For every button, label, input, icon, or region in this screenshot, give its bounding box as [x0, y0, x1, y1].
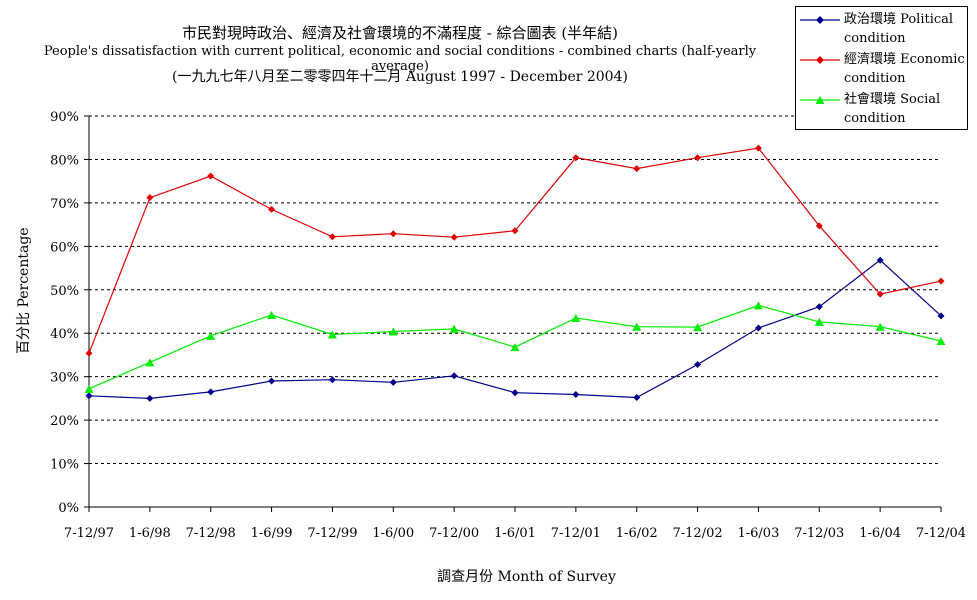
x-tick-labels: 7-12/97 1-6/98 7-12/98 1-6/99 7-12/99 1-6/00 7…: [64, 526, 966, 541]
data-point-social: [206, 331, 216, 340]
data-point-social: [145, 358, 155, 367]
legend-label-social: 社會環境 Social condition: [844, 92, 941, 126]
data-point-social: [571, 314, 581, 323]
legend-item-economic: 經濟環境 Economic condition: [800, 49, 968, 89]
x-tick-label: 7-12/04: [916, 526, 966, 541]
y-tick-label: 50%: [50, 284, 79, 299]
data-point-economic: [633, 165, 641, 173]
legend-swatch-political: [800, 16, 840, 24]
data-point-social: [510, 343, 520, 352]
data-point-social: [753, 301, 763, 310]
data-point-political: [876, 256, 884, 264]
data-point-social: [936, 337, 946, 346]
x-tick-label: 7-12/99: [307, 526, 357, 541]
x-tick-label: 7-12/03: [794, 526, 844, 541]
x-tick-label: 1-6/98: [129, 526, 171, 541]
data-point-political: [694, 361, 702, 369]
data-point-social: [449, 324, 459, 333]
data-point-economic: [694, 154, 702, 162]
data-point-political: [328, 376, 336, 384]
chart-date-range: (一九九七年八月至二零零四年十二月 August 1997 - December…: [172, 69, 628, 85]
y-tick-label: 80%: [50, 153, 79, 168]
series-markers: [84, 144, 946, 402]
series-line-political: [88, 259, 942, 400]
gridlines: [89, 115, 941, 465]
data-point-social: [814, 317, 824, 326]
data-point-social: [875, 322, 885, 331]
data-point-economic: [876, 290, 884, 298]
x-tick-label: 1-6/04: [859, 526, 901, 541]
data-point-political: [815, 303, 823, 311]
data-point-economic: [389, 230, 397, 238]
x-tick-label: 7-12/97: [64, 526, 114, 541]
x-axis-label: 調查月份 Month of Survey: [437, 569, 616, 585]
legend-item-social: 社會環境 Social condition: [800, 89, 968, 129]
data-point-economic: [937, 277, 945, 285]
legend-item-political: 政治環境 Political condition: [800, 9, 968, 49]
y-tick-label: 40%: [50, 327, 79, 342]
data-point-economic: [328, 233, 336, 241]
data-point-economic: [450, 233, 458, 241]
data-point-social: [388, 327, 398, 336]
data-point-political: [268, 377, 276, 385]
data-point-social: [267, 310, 277, 319]
data-point-political: [511, 389, 519, 397]
y-tick-labels: 0% 10% 20% 30% 40% 50% 60% 70% 80% 90%: [50, 110, 79, 516]
y-tick-label: 60%: [50, 240, 79, 255]
legend-swatch-economic: [800, 56, 840, 64]
data-point-political: [146, 394, 154, 402]
y-tick-label: 30%: [50, 371, 79, 386]
axes: [84, 115, 942, 512]
x-tick-label: 7-12/00: [429, 526, 479, 541]
data-point-economic: [815, 222, 823, 230]
data-point-economic: [754, 144, 762, 152]
data-point-economic: [511, 227, 519, 235]
chart-title: 市民對現時政治、經濟及社會環境的不滿程度 - 綜合圖表 (半年結): [181, 24, 619, 42]
data-point-political: [450, 372, 458, 380]
data-point-political: [633, 394, 641, 402]
x-tick-label: 1-6/99: [251, 526, 293, 541]
data-point-economic: [146, 194, 154, 202]
y-tick-label: 10%: [50, 458, 79, 473]
data-point-economic: [268, 205, 276, 213]
legend: 政治環境 Political condition 經濟環境 Economic c…: [795, 6, 968, 130]
data-point-social: [693, 323, 703, 332]
x-tick-label: 7-12/98: [186, 526, 236, 541]
data-point-economic: [207, 172, 215, 180]
legend-label-economic: 經濟環境 Economic condition: [844, 52, 965, 86]
data-point-political: [937, 312, 945, 320]
data-point-social: [84, 384, 94, 393]
x-tick-label: 7-12/01: [551, 526, 601, 541]
legend-label-political: 政治環境 Political condition: [844, 12, 954, 46]
series-lines: [88, 147, 942, 400]
y-tick-label: 0%: [58, 501, 79, 516]
data-point-political: [754, 324, 762, 332]
data-point-political: [207, 388, 215, 396]
data-point-political: [85, 392, 93, 400]
x-tick-label: 1-6/02: [616, 526, 658, 541]
chart-subtitle: People's dissatisfaction with current po…: [43, 44, 757, 74]
data-point-economic: [572, 154, 580, 162]
x-tick-label: 1-6/00: [372, 526, 414, 541]
data-point-political: [572, 390, 580, 398]
y-tick-label: 70%: [50, 197, 79, 212]
x-tick-label: 1-6/01: [494, 526, 536, 541]
data-point-economic: [85, 349, 93, 357]
y-tick-label: 20%: [50, 414, 79, 429]
x-tick-label: 1-6/03: [737, 526, 779, 541]
data-point-political: [389, 378, 397, 386]
data-point-social: [327, 330, 337, 339]
x-tick-label: 7-12/02: [673, 526, 723, 541]
data-point-social: [632, 322, 642, 331]
legend-swatch-social: [800, 96, 840, 104]
series-line-economic: [88, 147, 942, 354]
y-axis-label: 百分比 Percentage: [16, 227, 32, 354]
y-tick-label: 90%: [50, 110, 79, 125]
